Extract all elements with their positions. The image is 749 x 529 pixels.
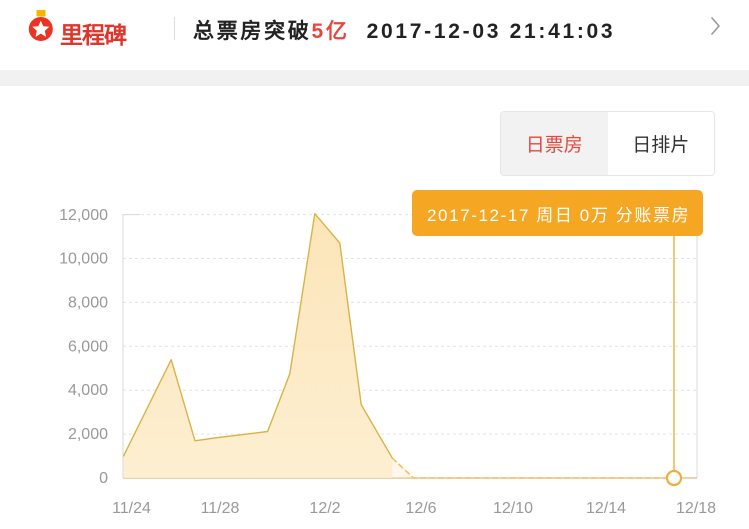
svg-text:11/24: 11/24 — [112, 500, 151, 517]
svg-text:12/14: 12/14 — [586, 500, 626, 517]
svg-text:12/2: 12/2 — [309, 500, 340, 517]
svg-text:8,000: 8,000 — [68, 294, 108, 311]
svg-text:12,000: 12,000 — [59, 207, 108, 224]
svg-text:4,000: 4,000 — [68, 382, 108, 399]
svg-text:2,000: 2,000 — [68, 426, 108, 443]
svg-text:6,000: 6,000 — [68, 338, 108, 355]
svg-text:0: 0 — [99, 470, 108, 487]
svg-text:12/18: 12/18 — [676, 500, 716, 517]
svg-text:10,000: 10,000 — [59, 251, 108, 268]
svg-text:11/28: 11/28 — [201, 500, 240, 517]
svg-text:12/10: 12/10 — [493, 500, 533, 517]
svg-text:12/6: 12/6 — [405, 500, 436, 517]
